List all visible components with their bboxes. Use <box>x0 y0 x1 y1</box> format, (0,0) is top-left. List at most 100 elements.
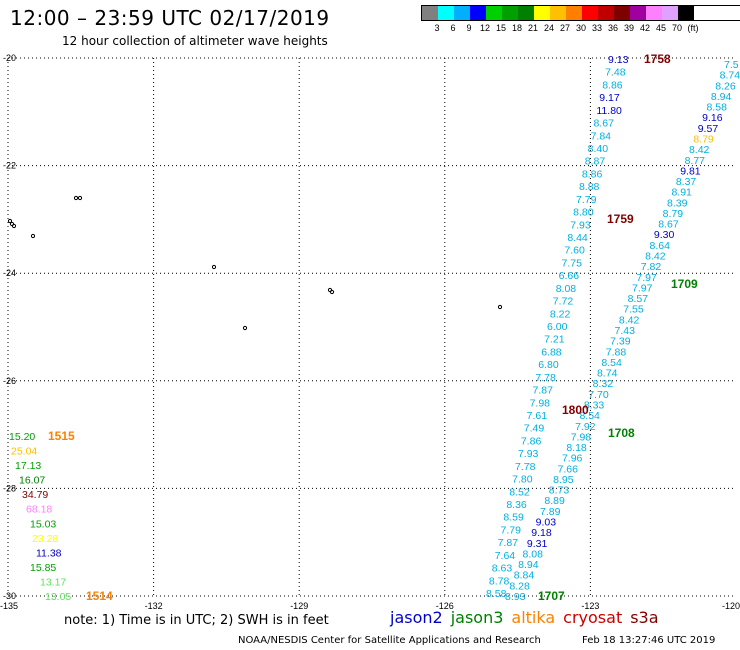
swh-observation: 8.63 <box>492 563 513 575</box>
swh-observation: 8.67 <box>658 219 679 231</box>
latitude-label: -24 <box>3 268 16 278</box>
swh-observation: 7.5 <box>724 59 739 71</box>
color-scale-tick-label: (ft) <box>687 23 699 33</box>
satellite-legend-s3a: s3a <box>630 608 659 627</box>
pass-time-label: 1800 <box>562 403 589 417</box>
swh-observation: 7.78 <box>535 372 556 384</box>
color-swatch <box>486 6 502 20</box>
chart-title: 12:00 – 23:59 UTC 02/17/2019 <box>10 6 330 30</box>
swh-observation: 8.87 <box>585 156 606 168</box>
swh-observation: 7.70 <box>588 389 609 401</box>
units-note: note: 1) Time is in UTC; 2) SWH is in fe… <box>64 613 329 628</box>
pass-time-label: 1514 <box>86 589 113 603</box>
color-swatch <box>550 6 566 20</box>
map-frame <box>7 57 736 597</box>
swh-observation: 8.33 <box>584 399 605 411</box>
color-scale-tick-label: 30 <box>575 23 587 33</box>
latitude-label: -30 <box>3 591 16 601</box>
color-scale-tick-label: 15 <box>495 23 507 33</box>
color-swatch <box>646 6 662 20</box>
swh-observation: 7.48 <box>605 67 626 79</box>
swh-observation: 15.85 <box>30 562 56 574</box>
credit-line: NOAA/NESDIS Center for Satellite Applica… <box>238 635 541 646</box>
swh-observation: 6.80 <box>538 359 559 371</box>
swh-observation: 7.61 <box>527 410 548 422</box>
island-marker <box>77 195 83 201</box>
swh-observation: 68.18 <box>26 504 52 516</box>
swh-observation: 7.87 <box>532 385 553 397</box>
swh-observation: 8.86 <box>582 168 603 180</box>
swh-observation: 7.96 <box>562 453 583 465</box>
swh-observation: 8.74 <box>597 368 618 380</box>
swh-observation: 9.17 <box>599 92 620 104</box>
swh-observation: 8.22 <box>550 308 571 320</box>
swh-observation: 7.97 <box>632 282 653 294</box>
swh-observation: 8.42 <box>619 314 640 326</box>
swh-observation: 8.74 <box>720 70 740 82</box>
longitude-label: -129 <box>290 601 308 610</box>
swh-observation: 8.54 <box>601 357 622 369</box>
color-swatch <box>422 6 438 20</box>
island-marker <box>497 304 503 310</box>
swh-observation: 8.80 <box>573 207 594 219</box>
swh-observation: 8.42 <box>645 251 666 263</box>
latitude-label: -28 <box>3 483 16 493</box>
color-scale-tick-label: 12 <box>479 23 491 33</box>
color-scale-labels: 3 6 9 12 15 18 21 24 27 30 33 36 39 42 45 70 (ft) <box>421 21 740 35</box>
swh-observation: 8.40 <box>588 143 609 155</box>
color-scale-tick-label: 42 <box>639 23 651 33</box>
satellite-legend-cryosat: cryosat <box>563 608 623 627</box>
swh-observation: 34.79 <box>22 489 48 501</box>
island-marker <box>30 233 36 239</box>
swh-observation: 9.81 <box>680 165 701 177</box>
swh-observation: 8.36 <box>506 499 527 511</box>
observation-layer: 9.137.488.869.1711.808.677.848.408.878.8… <box>9 54 740 603</box>
swh-observation: 9.16 <box>702 112 723 124</box>
swh-observation: 7.93 <box>570 219 591 231</box>
island-marker <box>7 218 13 224</box>
generated-timestamp: Feb 18 13:27:46 UTC 2019 <box>582 635 716 646</box>
pass-time-label: 1709 <box>671 277 698 291</box>
swh-observation: 8.94 <box>518 559 539 571</box>
swh-observation: 8.77 <box>685 155 706 167</box>
swh-observation: 8.84 <box>514 570 535 582</box>
longitude-label: -120 <box>722 601 740 610</box>
swh-observation: 7.49 <box>524 423 545 435</box>
swh-observation: 7.93 <box>518 448 539 460</box>
longitude-label: -123 <box>581 601 599 610</box>
color-scale-tick-label: 27 <box>559 23 571 33</box>
swh-observation: 7.72 <box>553 296 574 308</box>
swh-observation: 8.88 <box>579 181 600 193</box>
swh-observation: 7.82 <box>641 261 662 273</box>
color-swatch <box>630 6 646 20</box>
swh-observation: 13.05 <box>45 591 71 603</box>
color-swatch <box>566 6 582 20</box>
swh-observation: 7.98 <box>530 397 551 409</box>
swh-observation: 9.13 <box>608 54 629 66</box>
swh-observation: 7.87 <box>498 537 519 549</box>
swh-observation: 8.89 <box>544 495 565 507</box>
swh-observation: 8.26 <box>715 80 736 92</box>
swh-observation: 8.93 <box>505 591 526 603</box>
swh-observation: 6.66 <box>559 270 580 282</box>
swh-observation: 7.88 <box>606 346 627 358</box>
chart-subtitle: 12 hour collection of altimeter wave hei… <box>62 34 328 48</box>
island-marker <box>11 223 17 229</box>
axis-labels: -20 -22 -24 -26 -28 -30-135 -132 -129 -126 -123 -1… <box>0 53 740 610</box>
swh-observation: 8.79 <box>663 208 684 220</box>
swh-observation: 8.08 <box>523 548 544 560</box>
swh-observation: 7.84 <box>591 130 612 142</box>
pass-time-label: 1759 <box>607 212 634 226</box>
pass-time-label: 1758 <box>644 52 671 66</box>
swh-observation: 7.21 <box>544 334 565 346</box>
swh-observation: 6.00 <box>547 321 568 333</box>
swh-observation: 7.86 <box>521 435 542 447</box>
color-scale-tick-label: 18 <box>511 23 523 33</box>
swh-observation: 7.89 <box>540 506 561 518</box>
color-swatch <box>438 6 454 20</box>
swh-observation: 8.59 <box>503 512 524 524</box>
swh-observation: 23.28 <box>32 533 58 545</box>
color-scale-tick-label: 9 <box>466 23 472 33</box>
satellite-legend: jason2 jason3 altika cryosat s3a <box>390 608 667 627</box>
swh-observation: 8.73 <box>549 485 570 497</box>
